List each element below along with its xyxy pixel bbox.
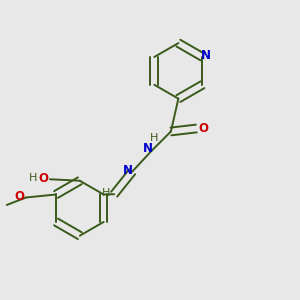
Text: O: O <box>15 190 25 203</box>
Text: N: N <box>201 49 211 62</box>
Text: O: O <box>38 172 48 185</box>
Text: N: N <box>143 142 153 155</box>
Text: H: H <box>102 188 110 198</box>
Text: N: N <box>123 164 133 176</box>
Text: H: H <box>149 133 158 142</box>
Text: O: O <box>198 122 208 135</box>
Text: H: H <box>29 173 38 183</box>
